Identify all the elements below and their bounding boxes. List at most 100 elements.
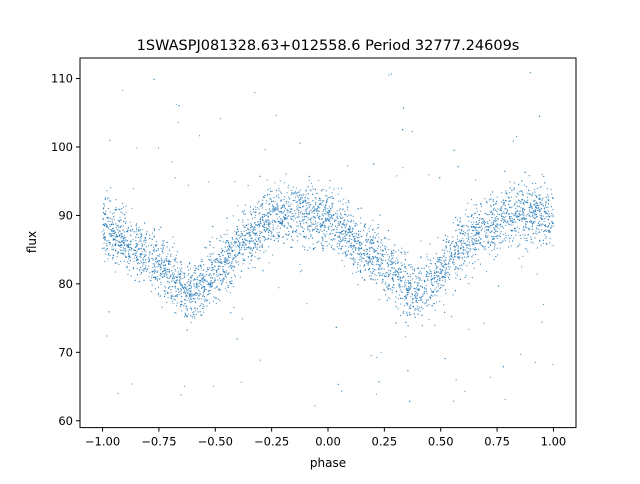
data-point	[242, 263, 244, 265]
data-point	[188, 263, 191, 265]
data-point	[202, 291, 204, 294]
data-point	[339, 209, 341, 211]
data-point	[242, 244, 244, 246]
data-point	[252, 229, 254, 231]
data-point	[283, 215, 285, 217]
data-point	[349, 227, 351, 229]
data-point	[194, 265, 196, 267]
data-point	[329, 211, 331, 213]
data-point	[432, 284, 435, 286]
data-point	[243, 248, 246, 251]
data-point	[262, 235, 264, 238]
data-point	[119, 230, 121, 232]
data-point	[389, 298, 391, 300]
data-point	[163, 290, 165, 292]
data-point	[408, 282, 410, 284]
data-point	[300, 203, 302, 205]
data-point	[199, 290, 201, 292]
data-point	[104, 239, 106, 241]
data-point	[459, 220, 461, 222]
data-point	[192, 313, 195, 316]
data-point	[290, 235, 293, 238]
data-point	[149, 234, 151, 236]
data-point	[391, 292, 393, 294]
data-point	[522, 255, 524, 257]
data-point	[434, 276, 436, 279]
data-point	[372, 247, 374, 249]
data-point	[407, 275, 409, 277]
data-point	[393, 267, 395, 269]
data-point	[160, 264, 162, 266]
data-point	[440, 264, 442, 266]
data-point	[245, 248, 247, 250]
data-point	[478, 219, 480, 221]
data-point	[205, 274, 208, 276]
data-point	[550, 206, 553, 208]
data-point	[498, 285, 500, 287]
data-point	[304, 199, 306, 201]
data-point	[267, 228, 269, 230]
data-point	[110, 200, 112, 202]
data-point	[406, 272, 408, 274]
data-point	[290, 226, 293, 229]
data-point	[250, 259, 252, 261]
data-point	[301, 220, 303, 222]
data-point	[245, 229, 247, 231]
data-point	[516, 205, 518, 208]
data-point	[506, 221, 508, 224]
data-point	[358, 259, 361, 261]
data-point	[229, 245, 231, 247]
data-point	[396, 175, 398, 177]
data-point	[436, 266, 438, 268]
data-point	[475, 227, 477, 229]
data-point	[473, 267, 475, 269]
data-point	[288, 201, 290, 203]
data-point	[522, 211, 524, 213]
data-point	[374, 279, 376, 281]
data-point	[520, 200, 522, 202]
data-point	[479, 217, 481, 220]
data-point	[201, 303, 203, 305]
data-point	[418, 307, 420, 309]
data-point	[273, 197, 275, 199]
data-point	[265, 250, 267, 252]
data-point	[129, 229, 131, 231]
data-point	[207, 290, 210, 292]
data-point	[474, 242, 476, 244]
data-point	[478, 221, 480, 223]
data-point	[379, 272, 381, 274]
data-point	[377, 278, 379, 280]
data-point	[322, 238, 324, 240]
data-point	[230, 268, 232, 270]
data-point	[382, 275, 384, 277]
data-point	[216, 276, 218, 278]
data-point	[239, 276, 241, 278]
data-point	[540, 244, 542, 246]
data-point	[111, 223, 113, 225]
data-point	[179, 279, 181, 281]
data-point	[197, 289, 199, 291]
data-point	[384, 283, 386, 285]
data-point	[322, 215, 324, 217]
data-point	[206, 283, 208, 285]
data-point	[167, 253, 169, 255]
data-point	[120, 225, 122, 227]
data-point	[174, 282, 177, 284]
data-point	[254, 226, 256, 228]
data-point	[332, 197, 334, 199]
data-point	[463, 246, 465, 248]
data-point	[440, 259, 442, 261]
data-point	[319, 215, 321, 217]
data-point	[390, 253, 392, 255]
data-point	[344, 232, 346, 234]
data-point	[159, 269, 162, 271]
data-point	[543, 175, 545, 177]
data-point	[538, 228, 540, 231]
data-point	[360, 222, 362, 224]
data-point	[384, 247, 386, 249]
data-point	[253, 211, 255, 213]
data-point	[148, 257, 150, 259]
data-point	[145, 239, 147, 241]
data-point	[149, 252, 151, 254]
data-point	[330, 207, 332, 209]
